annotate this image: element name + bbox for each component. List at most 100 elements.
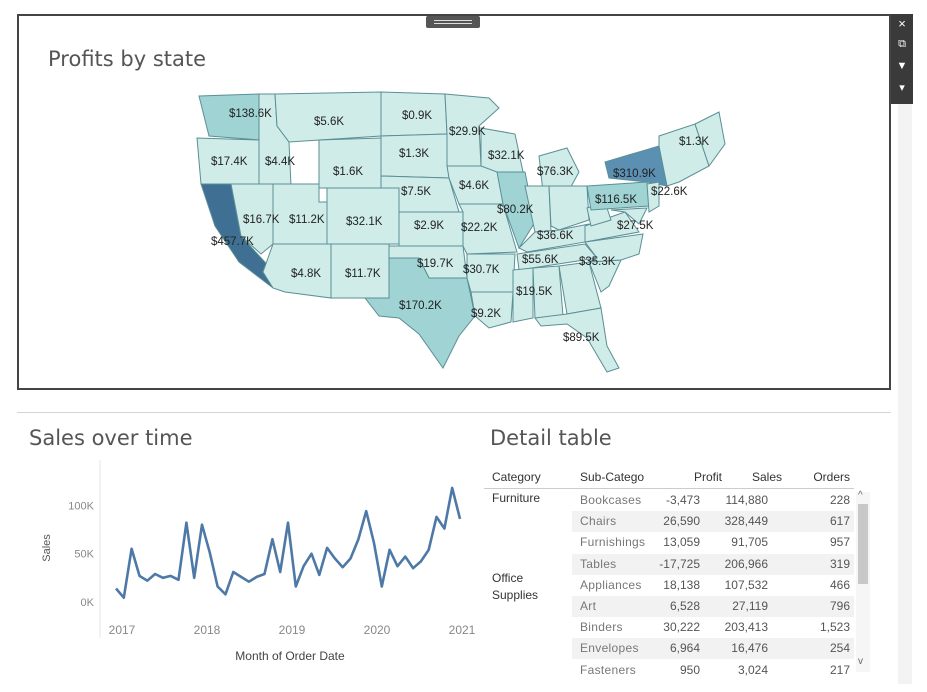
detail-table-title: Detail table — [490, 426, 612, 450]
x-tick-label: 2017 — [109, 623, 136, 637]
state-value-label: $17.4K — [211, 156, 248, 168]
cell-sub: Furnishings — [580, 535, 646, 550]
cell-sales: 107,532 — [724, 577, 768, 592]
state-mississippi — [512, 267, 534, 323]
category-furniture: Furniture — [492, 491, 541, 505]
cell-sub: Tables — [580, 556, 617, 571]
cell-orders: 217 — [829, 662, 850, 676]
state-value-label: $89.5K — [563, 332, 600, 344]
table-row[interactable]: Envelopes 6,964 16,476 254 — [572, 638, 854, 660]
table-scrollbar[interactable]: ^ v — [856, 490, 870, 672]
us-map[interactable] — [19, 16, 893, 392]
cell-profit: 950 — [679, 662, 700, 676]
table-row[interactable]: Appliances 18,138 107,532 466 — [572, 575, 854, 596]
cell-sub: Envelopes — [580, 641, 639, 656]
state-value-label: $0.9K — [402, 110, 433, 122]
header-subcategory[interactable]: Sub-Catego — [580, 470, 645, 484]
cell-sub: Binders — [580, 620, 623, 635]
cell-orders: 796 — [829, 599, 850, 613]
detail-table[interactable]: Category Sub-Catego Profit Sales Orders … — [484, 462, 874, 676]
table-row[interactable]: Binders 30,222 203,413 1,523 — [572, 617, 854, 638]
state-value-label: $19.5K — [516, 286, 553, 298]
state-minnesota — [444, 93, 500, 167]
sales-line-chart[interactable]: 100K 50K 0K 2017 2018 2019 2020 2021 Sales Mont… — [20, 460, 480, 670]
x-tick-label: 2021 — [449, 623, 476, 637]
category-office-supplies: Office Supplies — [492, 571, 539, 602]
sales-line — [115, 486, 462, 599]
scroll-down-icon[interactable]: v — [858, 656, 863, 667]
state-nevada — [230, 183, 274, 255]
map-panel[interactable]: $138.6K $5.6K $0.9K $29.9K $1.3K $17.4K $4.4K $… — [17, 14, 891, 390]
state-north-carolina — [584, 233, 644, 263]
state-value-label: $32.1K — [346, 216, 383, 228]
section-divider — [17, 412, 891, 413]
state-value-label: $29.9K — [449, 126, 486, 138]
cell-orders: 1,523 — [819, 620, 850, 635]
state-value-label: $36.6K — [537, 230, 574, 242]
header-orders[interactable]: Orders — [813, 470, 850, 484]
cell-sales: 16,476 — [731, 641, 768, 656]
state-value-label: $11.2K — [289, 214, 325, 226]
cell-sub: Appliances — [580, 577, 642, 592]
x-tick-label: 2018 — [194, 623, 221, 637]
state-value-label: $138.6K — [229, 108, 272, 120]
table-row[interactable]: Chairs 26,590 328,449 617 — [572, 511, 854, 533]
cell-profit: -17,725 — [659, 556, 700, 571]
popout-icon[interactable]: ⧉ — [898, 38, 906, 50]
state-value-label: $76.3K — [537, 166, 574, 178]
state-value-label: $1.6K — [333, 166, 364, 178]
floating-toolbar: × ⧉ ▼ ▾ — [891, 14, 913, 104]
cell-orders: 228 — [829, 493, 850, 507]
cell-sub: Art — [580, 599, 597, 613]
y-tick-label: 50K — [74, 549, 94, 561]
state-value-label: $1.3K — [399, 148, 430, 160]
page-scrollbar[interactable] — [898, 104, 912, 684]
cell-orders: 319 — [829, 556, 850, 571]
state-value-label: $116.5K — [595, 194, 637, 206]
cell-sub: Bookcases — [580, 493, 642, 507]
table-header: Category Sub-Catego Profit Sales Orders — [484, 468, 854, 489]
table-row[interactable]: Furnishings 13,059 91,705 957 — [572, 532, 854, 553]
x-axis-label: Month of Order Date — [235, 649, 345, 663]
more-options-icon[interactable]: ▾ — [899, 82, 905, 94]
cell-sales: 206,966 — [724, 556, 768, 571]
state-value-label: $1.3K — [679, 136, 710, 148]
state-wyoming — [318, 137, 382, 189]
table-row[interactable]: Tables -17,725 206,966 319 — [572, 553, 854, 575]
state-value-label: $30.7K — [463, 264, 500, 276]
close-icon[interactable]: × — [898, 16, 906, 31]
drag-handle[interactable] — [426, 16, 480, 28]
scroll-thumb[interactable] — [858, 504, 868, 584]
table-row[interactable]: Bookcases -3,473 114,880 228 — [572, 490, 854, 511]
cell-orders: 254 — [829, 641, 850, 656]
state-value-label: $170.2K — [399, 300, 442, 312]
cell-sales: 114,880 — [725, 493, 769, 507]
cell-sub: Fasteners — [580, 662, 637, 676]
y-axis-label: Sales — [41, 534, 53, 562]
state-value-label: $4.8K — [291, 268, 322, 280]
cell-sales: 27,119 — [732, 599, 768, 613]
state-value-label: $32.1K — [488, 150, 525, 162]
cell-orders: 957 — [829, 535, 850, 550]
header-profit[interactable]: Profit — [693, 470, 722, 484]
line-chart-title: Sales over time — [29, 426, 193, 450]
state-value-label: $27.5K — [617, 220, 654, 232]
filter-icon[interactable]: ▼ — [896, 60, 908, 72]
cell-profit: 13,059 — [663, 535, 700, 550]
state-maryland — [610, 207, 648, 225]
header-category[interactable]: Category — [492, 470, 541, 484]
state-maine — [694, 111, 726, 168]
header-sales[interactable]: Sales — [751, 470, 782, 484]
scroll-up-icon[interactable]: ^ — [858, 490, 863, 501]
state-florida — [534, 307, 620, 373]
table-row[interactable]: Fasteners 950 3,024 217 — [572, 660, 854, 676]
state-value-label: $19.7K — [417, 258, 454, 270]
x-tick-label: 2020 — [364, 623, 391, 637]
cell-orders: 617 — [829, 514, 850, 529]
state-value-label: $5.6K — [314, 116, 345, 128]
table-row[interactable]: Art 6,528 27,119 796 — [572, 596, 854, 617]
cell-profit: 26,590 — [663, 514, 700, 529]
state-value-label: $9.2K — [471, 308, 502, 320]
state-value-label: $22.6K — [651, 186, 688, 198]
state-value-label: $16.7K — [243, 214, 280, 226]
